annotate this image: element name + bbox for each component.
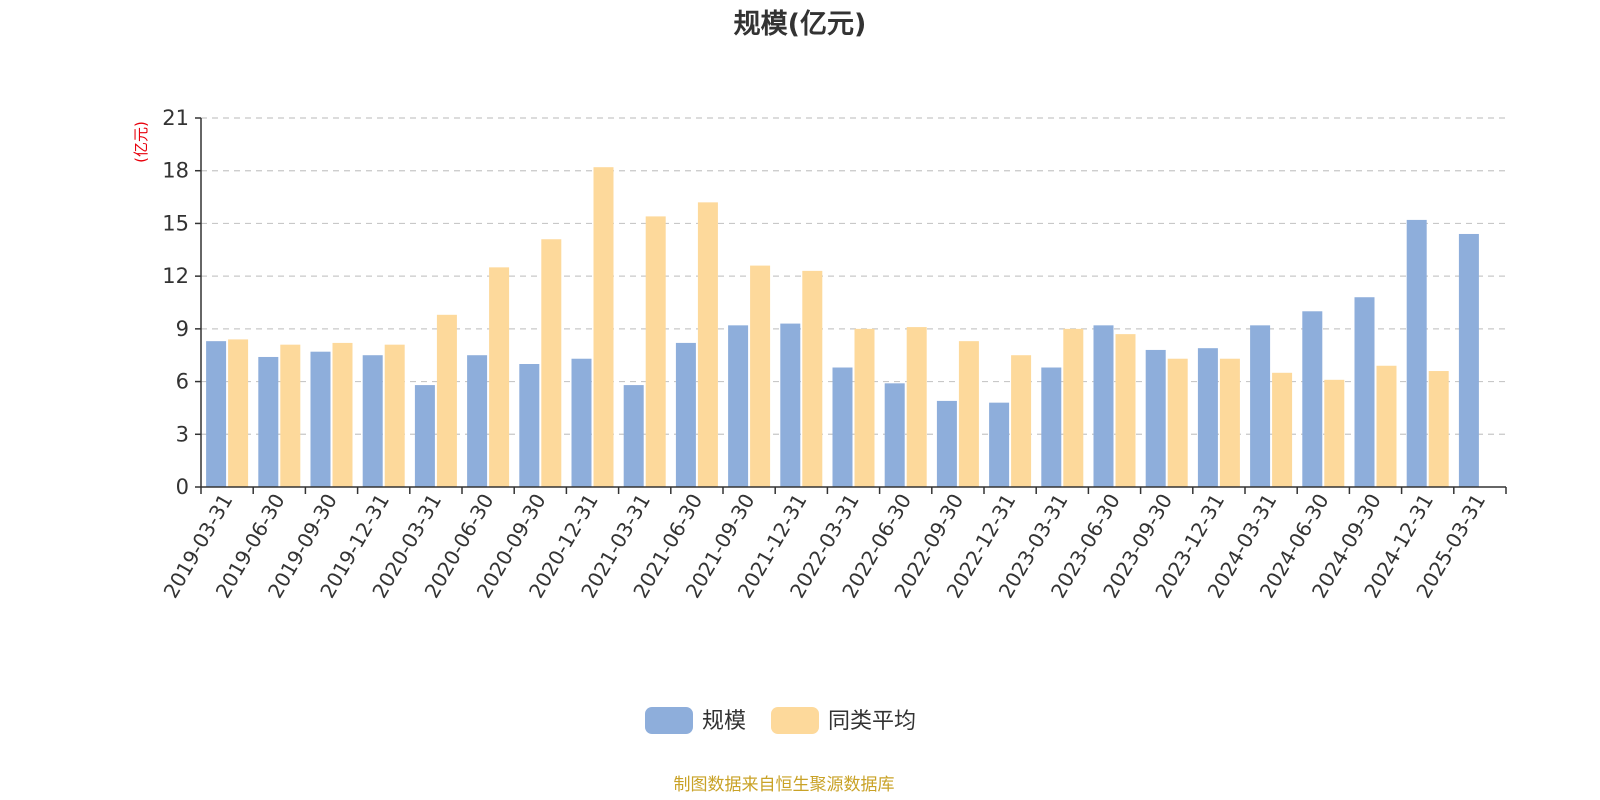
y-tick-label: 21 [162,106,189,130]
bar-scale[interactable] [780,323,801,487]
bar-scale[interactable] [258,356,279,487]
y-axis-ticks: 0 3 6 9 12 15 18 21 [162,106,201,499]
bar-scale[interactable] [519,364,540,487]
bar-scale[interactable] [1458,233,1479,487]
bar-scale[interactable] [1250,325,1271,487]
legend-label-scale[interactable]: 规模 [702,709,746,734]
bar-peer-average[interactable] [1167,358,1188,487]
bar-peer-average[interactable] [1428,371,1449,487]
legend-label-peer-average[interactable]: 同类平均 [828,709,916,734]
bar-peer-average[interactable] [1063,328,1084,487]
bar-scale[interactable] [936,400,957,487]
bar-peer-average[interactable] [1324,379,1345,487]
bar-scale[interactable] [1145,349,1166,487]
legend: 规模 同类平均 [645,707,916,734]
bar-scale[interactable] [467,355,488,487]
bar-peer-average[interactable] [332,342,353,487]
y-tick-label: 3 [176,422,189,446]
y-tick-label: 18 [162,159,189,183]
bar-scale[interactable] [310,351,331,487]
bar-peer-average[interactable] [906,327,927,487]
bar-peer-average[interactable] [958,341,979,487]
bar-scale[interactable] [1197,348,1218,487]
x-axis-ticks: 2019-03-312019-06-302019-09-302019-12-31… [159,487,1507,602]
bar-scale[interactable] [414,385,435,487]
source-note: 制图数据来自恒生聚源数据库 [674,775,895,795]
bar-peer-average[interactable] [384,344,405,487]
bar-scale[interactable] [206,341,227,487]
y-tick-label: 12 [162,264,189,288]
bar-scale[interactable] [1302,311,1323,487]
bar-scale[interactable] [1354,297,1375,487]
bar-peer-average[interactable] [1272,372,1293,487]
bar-peer-average[interactable] [802,270,823,487]
bar-peer-average[interactable] [854,328,875,487]
bar-peer-average[interactable] [541,239,562,487]
bar-peer-average[interactable] [280,344,301,487]
bar-scale[interactable] [728,325,749,487]
bar-scale[interactable] [571,358,592,487]
y-axis-unit-label: (亿元) [132,121,150,163]
bar-peer-average[interactable] [1219,358,1240,487]
legend-swatch-peer-average[interactable] [771,707,819,734]
bar-peer-average[interactable] [593,167,614,487]
bar-scale[interactable] [675,342,696,487]
bar-scale[interactable] [623,385,644,487]
gridlines [201,117,1506,435]
bar-peer-average[interactable] [489,267,510,487]
bar-peer-average[interactable] [697,202,718,488]
legend-swatch-scale[interactable] [645,707,693,734]
y-tick-label: 6 [176,370,189,394]
bar-peer-average[interactable] [228,339,249,487]
chart-title: 规模(亿元) [734,9,867,40]
bar-peer-average[interactable] [1376,365,1397,487]
bar-peer-average[interactable] [1115,334,1136,487]
bar-peer-average[interactable] [436,314,457,487]
bars [206,167,1479,488]
bar-scale[interactable] [832,367,853,487]
y-tick-label: 15 [162,211,189,235]
bar-scale[interactable] [1041,367,1062,487]
bar-peer-average[interactable] [645,216,666,487]
bar-peer-average[interactable] [1011,355,1032,487]
y-tick-label: 0 [176,475,189,499]
bar-scale[interactable] [362,355,383,487]
bar-scale[interactable] [1093,325,1114,487]
bar-scale[interactable] [989,402,1010,487]
y-tick-label: 9 [176,317,189,341]
bar-peer-average[interactable] [750,265,771,487]
bar-scale[interactable] [1406,219,1427,487]
axes [200,118,1506,488]
bar-scale[interactable] [884,383,905,487]
